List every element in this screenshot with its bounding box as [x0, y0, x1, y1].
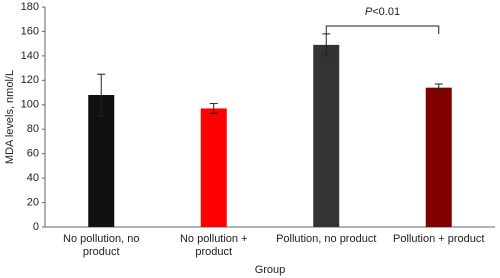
bar — [425, 87, 452, 228]
y-tick-label: 160 — [21, 25, 39, 37]
y-tick-label: 40 — [27, 172, 39, 184]
y-tick-label: 0 — [33, 221, 39, 233]
x-tick-label: Pollution + product — [393, 233, 484, 245]
y-tick-label: 180 — [21, 1, 39, 13]
bar — [313, 44, 340, 228]
y-tick-label: 100 — [21, 99, 39, 111]
y-tick-label: 60 — [27, 148, 39, 160]
bar — [88, 95, 115, 227]
error-bar — [97, 73, 106, 117]
significance-label: P<0.01 — [365, 6, 400, 18]
bar — [200, 108, 227, 227]
x-axis-label: Group — [255, 264, 286, 276]
x-tick-label: Pollution, no product — [276, 233, 376, 245]
error-bar — [209, 103, 218, 114]
significance-bracket — [325, 25, 440, 34]
x-tick-label: No pollution + product — [180, 233, 248, 258]
y-tick-label: 120 — [21, 74, 39, 86]
y-tick-label: 20 — [27, 196, 39, 208]
error-bar — [434, 83, 443, 92]
y-axis-label: MDA levels, nmol/L — [4, 70, 16, 164]
y-tick-label: 140 — [21, 50, 39, 62]
y-tick-label: 80 — [27, 123, 39, 135]
x-tick-label: No pollution, no product — [63, 233, 139, 258]
